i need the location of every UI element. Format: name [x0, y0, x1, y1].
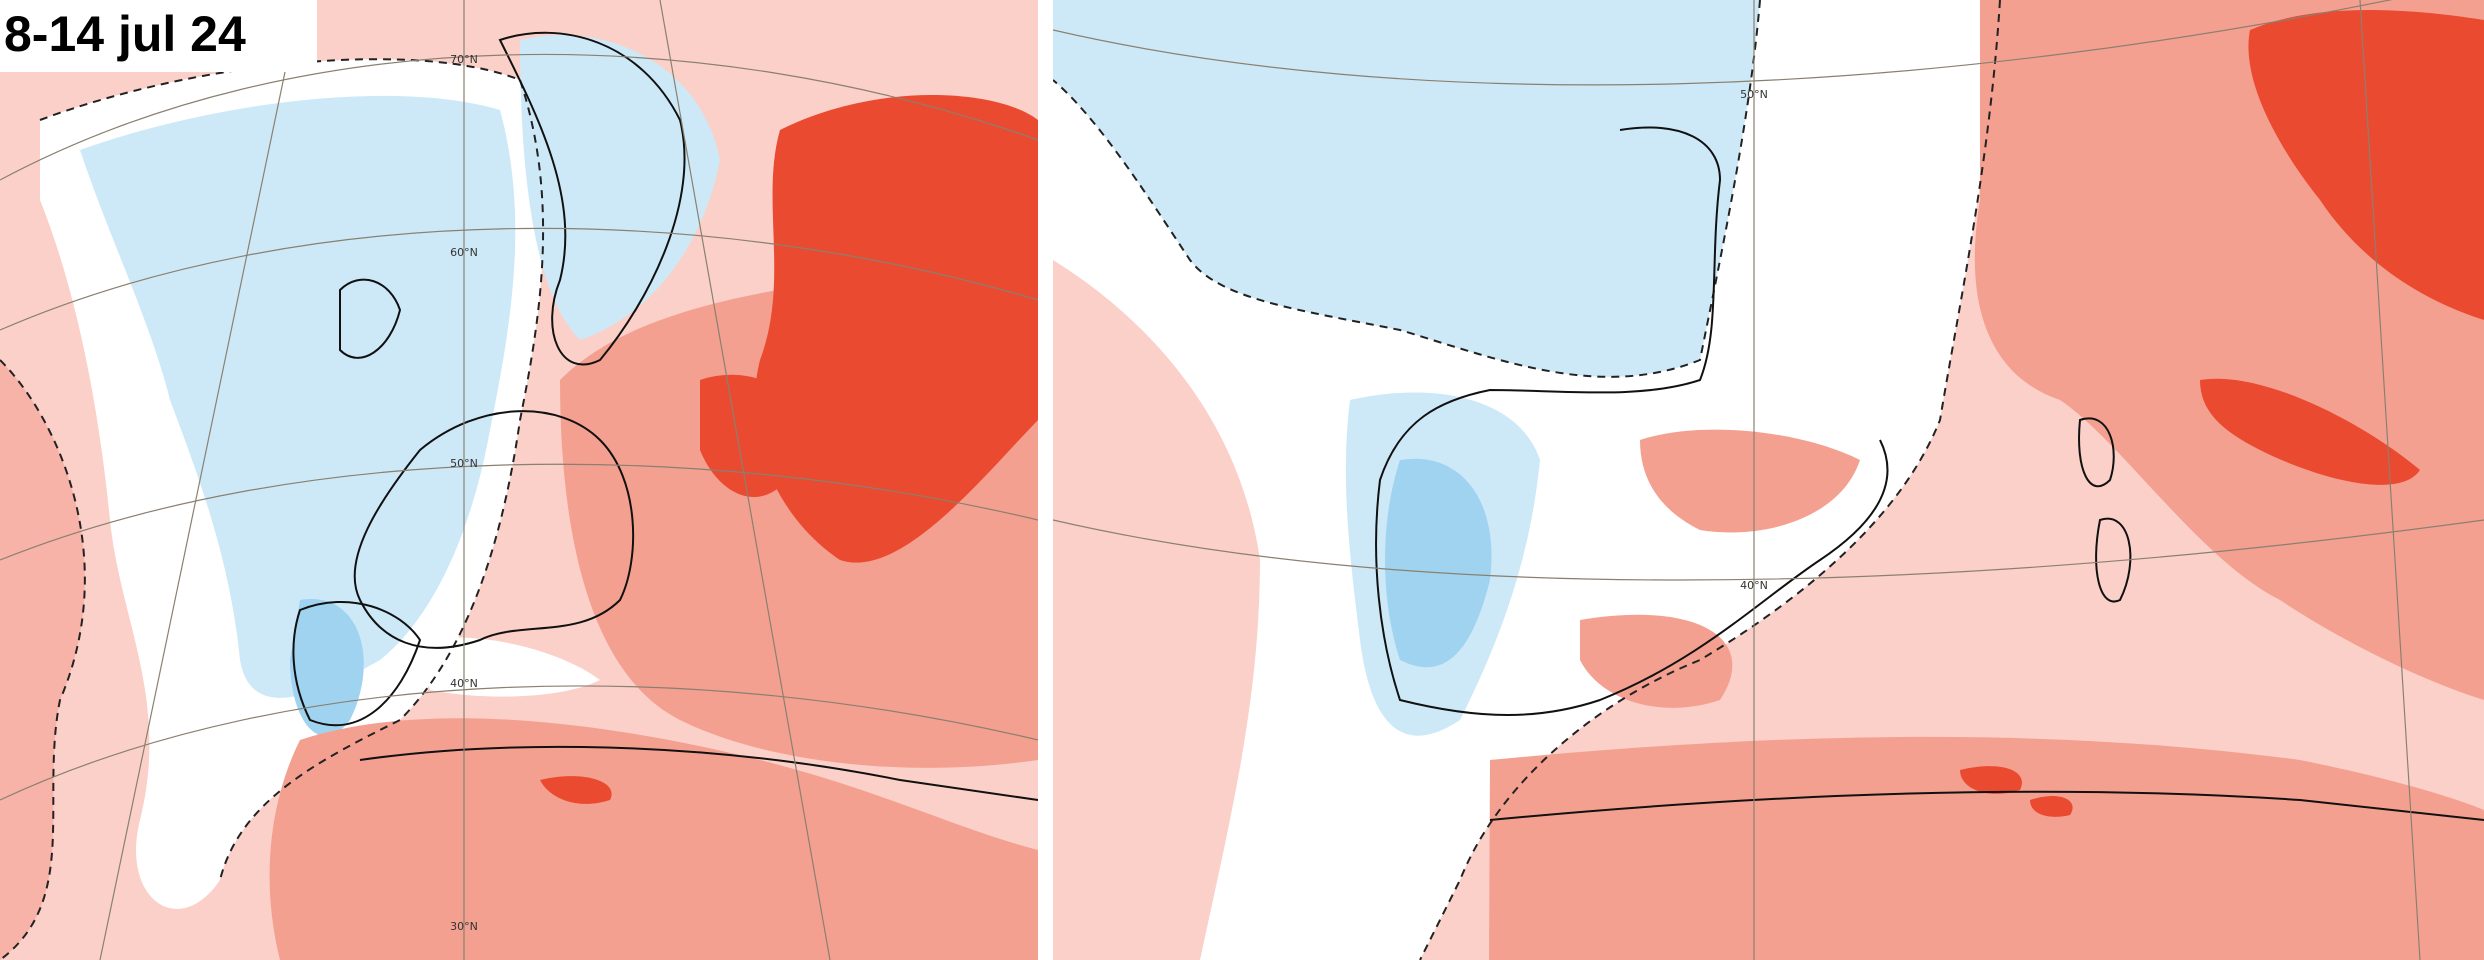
latitude-label: 50°N [450, 457, 478, 470]
title: 8-14 jul 24 [4, 6, 246, 62]
title-box [0, 0, 317, 72]
latitude-label: 40°N [1740, 579, 1768, 592]
latitude-label: 60°N [450, 246, 478, 259]
latitude-label: 30°N [450, 920, 478, 933]
latitude-label: 70°N [450, 53, 478, 66]
latitude-label: 40°N [450, 677, 478, 690]
latitude-label: 50°N [1740, 88, 1768, 101]
panel-gap [1038, 0, 1053, 960]
left-map: 70°N 60°N 50°N 40°N 30°N 8-14 jul 24 [0, 0, 1038, 960]
right-map: 50°N 40°N [1053, 0, 2484, 960]
